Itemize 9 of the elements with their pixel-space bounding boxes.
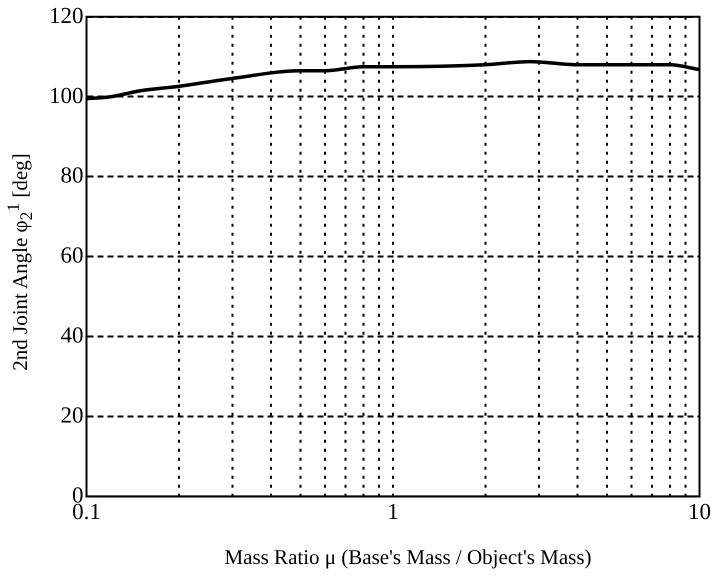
y-tick-label: 100 bbox=[49, 82, 84, 108]
x-tick-label: 1 bbox=[387, 499, 399, 524]
y-tick-label: 20 bbox=[60, 402, 84, 428]
y-tick-label: 120 bbox=[49, 2, 84, 28]
x-tick-label: 10 bbox=[688, 499, 711, 524]
y-tick-label: 80 bbox=[60, 162, 84, 188]
x-axis-title: Mass Ratio μ (Base's Mass / Object's Mass) bbox=[224, 545, 592, 570]
y-tick-label: 60 bbox=[60, 242, 84, 268]
y-tick-label: 40 bbox=[60, 322, 84, 348]
